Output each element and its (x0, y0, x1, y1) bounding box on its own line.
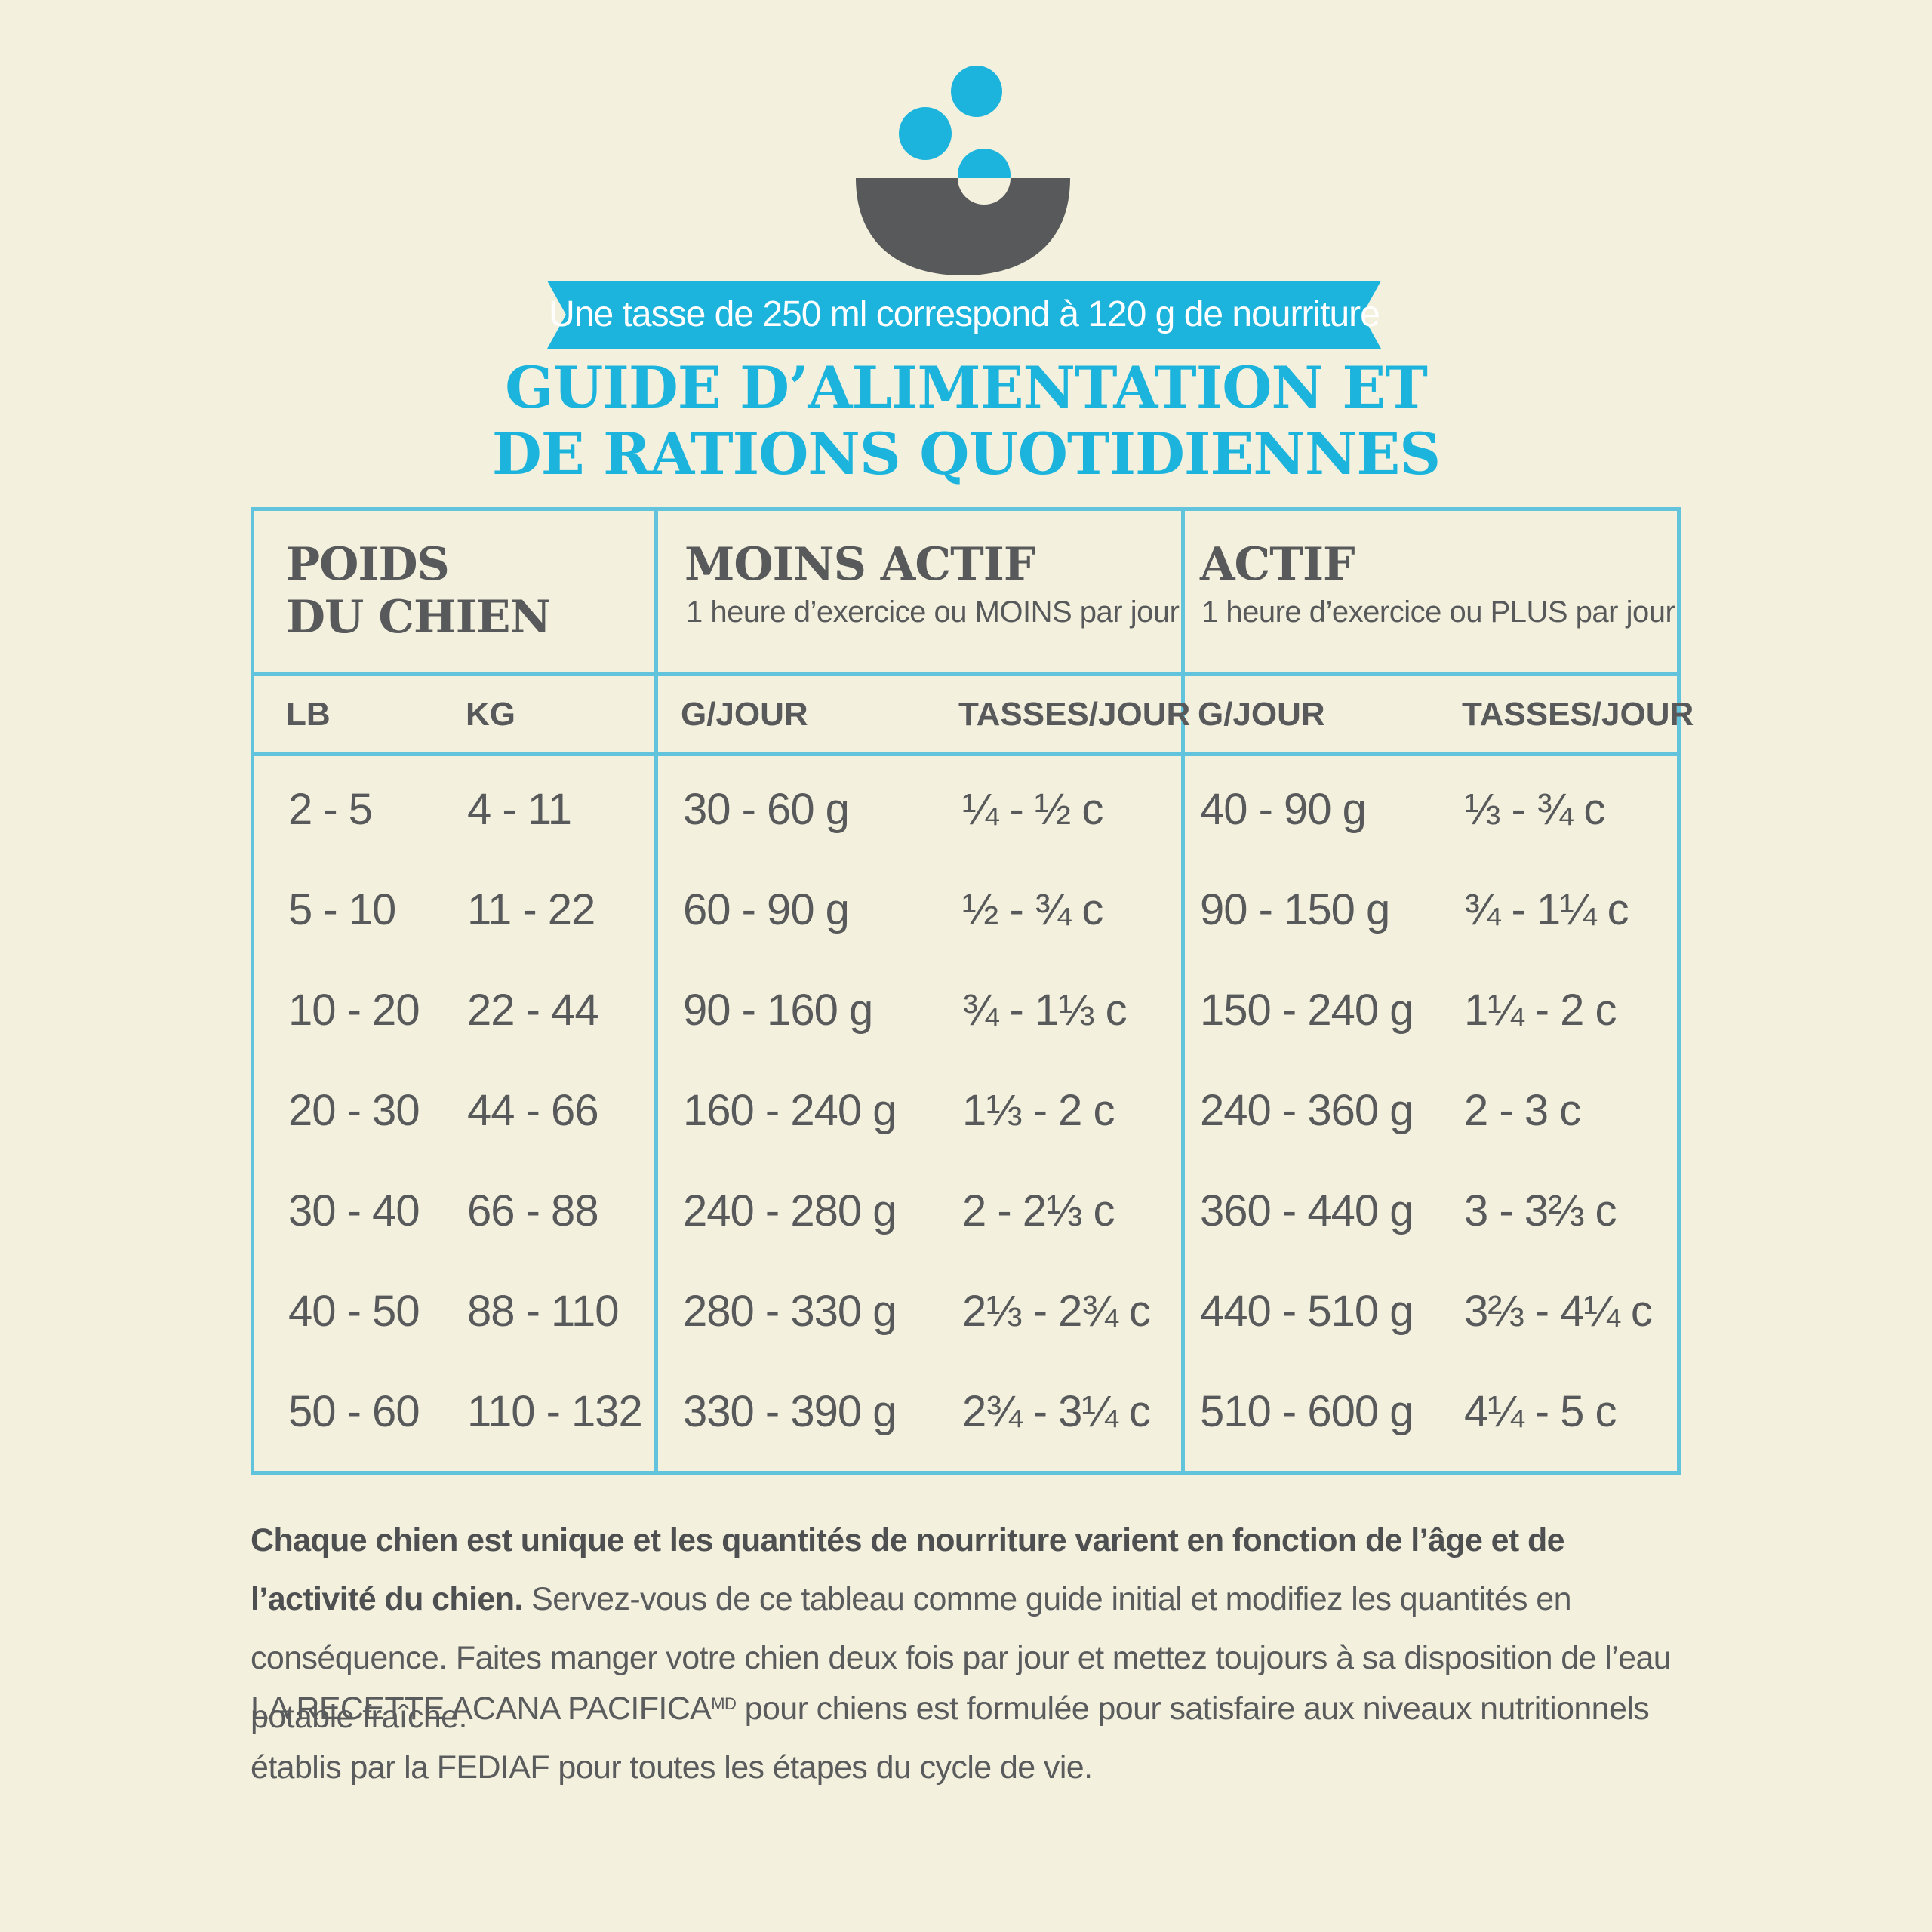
cell-less-active-grams: 160 - 240 g (683, 1086, 897, 1135)
column-header-active-cups: TASSES/JOUR (1462, 696, 1694, 733)
cell-active-grams: 440 - 510 g (1200, 1287, 1414, 1336)
cell-less-active-grams: 240 - 280 g (683, 1186, 897, 1235)
cell-active-cups: 3⅔ - 4¼ c (1464, 1287, 1653, 1336)
cell-less-active-grams: 30 - 60 g (683, 785, 850, 834)
cell-kg: 88 - 110 (467, 1287, 620, 1336)
cell-kg: 4 - 11 (467, 785, 572, 834)
cell-lb: 50 - 60 (288, 1387, 420, 1436)
divider (654, 511, 658, 1471)
cell-lb: 5 - 10 (288, 885, 396, 934)
feeding-note: Chaque chien est unique et les quantités… (251, 1511, 1681, 1746)
title-line-1: GUIDE D’ALIMENTATION ET (505, 354, 1428, 421)
cell-less-active-cups: ¾ - 1⅓ c (962, 986, 1128, 1035)
cell-active-grams: 240 - 360 g (1200, 1086, 1414, 1135)
cell-active-grams: 510 - 600 g (1200, 1387, 1414, 1436)
cell-less-active-cups: 1⅓ - 2 c (962, 1086, 1115, 1135)
cell-less-active-cups: 2¾ - 3¼ c (962, 1387, 1151, 1436)
less-active-header: MOINS ACTIF (685, 538, 1035, 591)
active-header: ACTIF (1200, 538, 1355, 591)
column-header-active-grams: G/JOUR (1198, 696, 1325, 733)
weight-group-header: POIDS DU CHIEN (286, 538, 551, 644)
cell-lb: 20 - 30 (288, 1086, 420, 1135)
cell-less-active-cups: 2⅓ - 2¾ c (962, 1287, 1151, 1336)
cell-less-active-grams: 330 - 390 g (683, 1387, 897, 1436)
banner-text: Une tasse de 250 ml correspond à 120 g d… (549, 294, 1380, 334)
cell-active-cups: 4¼ - 5 c (1464, 1387, 1617, 1436)
cell-active-grams: 150 - 240 g (1200, 986, 1414, 1035)
nutrition-statement: LA RECETTE ACANA PACIFICAMD pour chiens … (251, 1679, 1681, 1797)
title-line-2: DE RATIONS QUOTIDIENNES (491, 420, 1441, 488)
column-header-kg: KG (466, 696, 515, 733)
active-subtitle: 1 heure d’exercice ou PLUS par jour (1201, 595, 1675, 629)
trademark-mark: MD (711, 1694, 737, 1713)
recipe-name: LA RECETTE ACANA PACIFICA (251, 1690, 712, 1727)
cell-active-cups: ¾ - 1¼ c (1464, 885, 1629, 934)
cell-active-grams: 90 - 150 g (1200, 885, 1390, 934)
cell-less-active-cups: ¼ - ½ c (962, 785, 1103, 834)
column-header-less-active-grams: G/JOUR (681, 696, 808, 733)
weight-group-line-1: POIDS (286, 538, 450, 591)
cell-lb: 40 - 50 (288, 1287, 420, 1336)
bowl-with-kibble-icon (856, 66, 1070, 275)
cell-kg: 22 - 44 (467, 986, 599, 1035)
nutrition-statement-text: pour chiens est formulée pour satisfaire… (251, 1690, 1650, 1786)
cell-kg: 66 - 88 (467, 1186, 599, 1235)
cell-active-cups: 1¼ - 2 c (1464, 986, 1617, 1035)
cell-active-grams: 40 - 90 g (1200, 785, 1367, 834)
feeding-note-text: Servez-vous de ce tableau comme guide in… (251, 1581, 1672, 1735)
cell-less-active-cups: ½ - ¾ c (962, 885, 1103, 934)
cell-less-active-grams: 280 - 330 g (683, 1287, 897, 1336)
cell-active-cups: 2 - 3 c (1464, 1086, 1581, 1135)
feeding-note-bold: Chaque chien est unique et les quantités… (251, 1522, 1565, 1617)
cell-active-grams: 360 - 440 g (1200, 1186, 1414, 1235)
cell-less-active-grams: 60 - 90 g (683, 885, 850, 934)
cell-lb: 10 - 20 (288, 986, 420, 1035)
divider (254, 672, 1677, 676)
divider (1181, 511, 1185, 1471)
cell-active-cups: 3 - 3⅔ c (1464, 1186, 1617, 1235)
cell-active-cups: ⅓ - ¾ c (1464, 785, 1605, 834)
cell-lb: 2 - 5 (288, 785, 373, 834)
cell-kg: 44 - 66 (467, 1086, 599, 1135)
cell-kg: 11 - 22 (467, 885, 595, 934)
cell-less-active-cups: 2 - 2⅓ c (962, 1186, 1115, 1235)
cell-lb: 30 - 40 (288, 1186, 420, 1235)
page-title: GUIDE D’ALIMENTATION ET DE RATIONS QUOTI… (0, 355, 1932, 488)
cell-less-active-grams: 90 - 160 g (683, 986, 873, 1035)
column-header-less-active-cups: TASSES/JOUR (958, 696, 1191, 733)
divider (254, 752, 1677, 756)
feeding-table: POIDS DU CHIEN MOINS ACTIF 1 heure d’exe… (251, 507, 1694, 1475)
cell-kg: 110 - 132 (467, 1387, 643, 1436)
weight-group-line-2: DU CHIEN (286, 591, 551, 644)
column-header-lb: LB (286, 696, 331, 733)
serving-size-banner: Une tasse de 250 ml correspond à 120 g d… (547, 281, 1381, 349)
less-active-subtitle: 1 heure d’exercice ou MOINS par jour (686, 595, 1180, 629)
